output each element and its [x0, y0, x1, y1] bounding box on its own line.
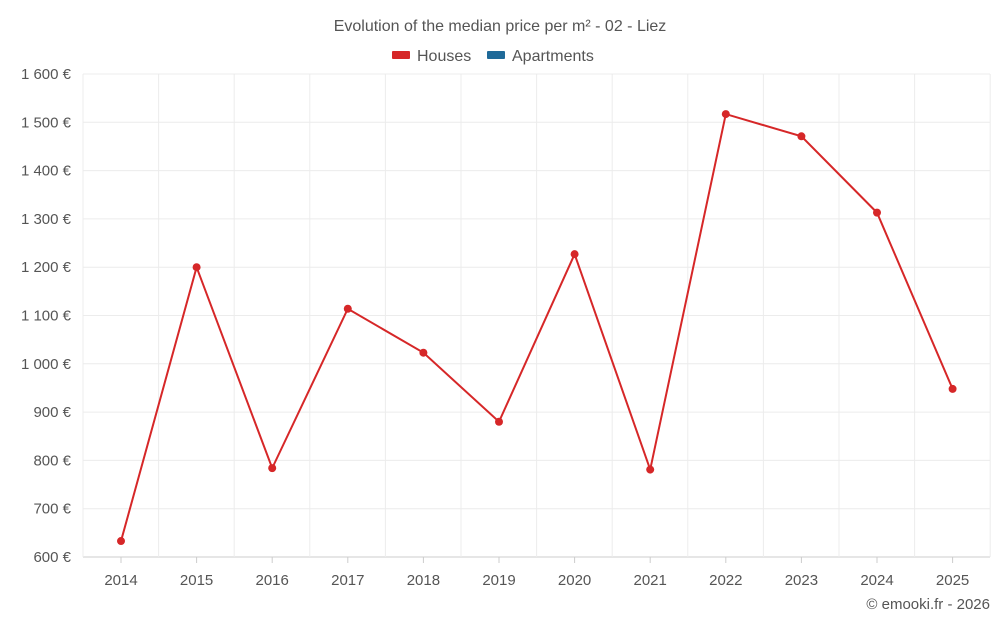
x-tick-label: 2015 — [180, 572, 213, 589]
y-tick-label: 900 € — [33, 404, 71, 421]
legend-swatch-houses[interactable] — [392, 51, 410, 59]
y-tick-label: 600 € — [33, 549, 71, 566]
x-tick-label: 2023 — [785, 572, 818, 589]
data-point[interactable] — [192, 263, 201, 272]
legend: Houses Apartments — [392, 48, 594, 65]
y-tick-label: 800 € — [33, 452, 71, 469]
x-tick-label: 2022 — [709, 572, 742, 589]
legend-label-houses[interactable]: Houses — [417, 48, 471, 65]
y-tick-label: 1 600 € — [21, 66, 72, 83]
grid — [82, 73, 991, 558]
data-point[interactable] — [797, 132, 806, 141]
data-point[interactable] — [570, 250, 579, 259]
y-tick-label: 1 300 € — [21, 211, 72, 228]
y-tick-label: 1 000 € — [21, 356, 72, 373]
x-axis: 2014 2015 2016 2017 2018 2019 2020 2021 2022 2023… — [104, 557, 969, 589]
data-point[interactable] — [495, 417, 503, 426]
y-tick-label: 1 500 € — [21, 114, 72, 131]
data-point[interactable] — [343, 304, 352, 313]
legend-label-apartments[interactable]: Apartments — [512, 48, 594, 65]
legend-swatch-apartments[interactable] — [487, 51, 505, 59]
x-tick-label: 2018 — [407, 572, 440, 589]
y-tick-label: 700 € — [33, 501, 71, 518]
data-point[interactable] — [268, 464, 277, 473]
x-tick-label: 2025 — [936, 572, 969, 589]
data-point[interactable] — [419, 348, 428, 357]
y-tick-label: 1 100 € — [21, 308, 72, 325]
data-point[interactable] — [117, 537, 125, 546]
y-tick-label: 1 200 € — [21, 259, 72, 276]
credit-text: © emooki.fr - 2026 — [866, 596, 990, 613]
y-tick-label: 1 400 € — [21, 163, 72, 180]
data-point[interactable] — [948, 384, 957, 393]
data-point[interactable] — [646, 465, 655, 474]
series-layer — [117, 110, 957, 546]
data-point[interactable] — [873, 208, 881, 217]
x-tick-label: 2017 — [331, 572, 364, 589]
x-tick-label: 2014 — [104, 572, 137, 589]
chart-title: Evolution of the median price per m² - 0… — [334, 18, 667, 35]
x-tick-label: 2024 — [860, 572, 893, 589]
x-tick-label: 2021 — [634, 572, 667, 589]
data-point[interactable] — [721, 110, 730, 119]
y-axis: 600 € 700 € 800 € 900 € 1 000 € 1 100 € 1 200 … — [21, 66, 72, 566]
x-tick-label: 2019 — [482, 572, 515, 589]
series-line-houses — [120, 112, 954, 542]
x-tick-label: 2020 — [558, 572, 591, 589]
x-tick-label: 2016 — [256, 572, 289, 589]
